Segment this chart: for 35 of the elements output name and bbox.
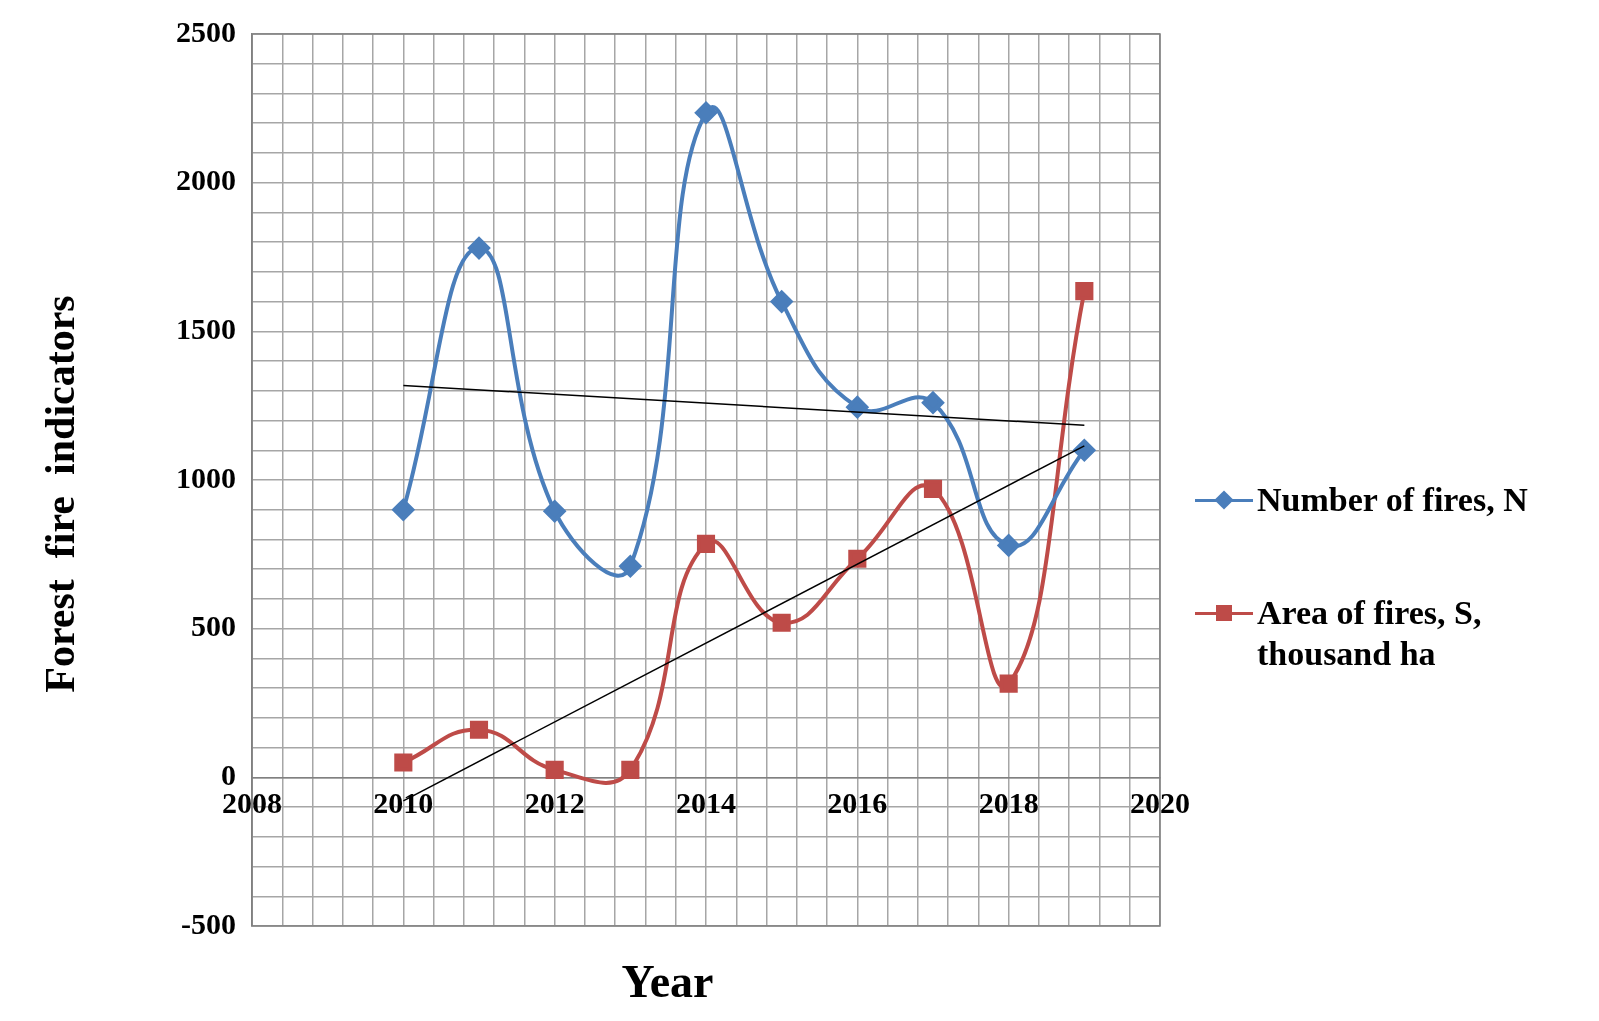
point <box>392 498 415 521</box>
point <box>772 613 791 632</box>
y-axis-title: Forest fire indicators <box>36 294 84 695</box>
y-tick-label: 2000 <box>176 163 236 197</box>
point <box>543 500 566 523</box>
point <box>468 237 490 260</box>
point <box>923 479 943 498</box>
point <box>696 534 716 553</box>
point <box>545 760 564 779</box>
x-tick-label: 2018 <box>978 786 1039 820</box>
x-tick-label: 2020 <box>1130 786 1190 820</box>
y-tick-label: 1500 <box>176 312 236 346</box>
x-tick-label: 2010 <box>373 786 434 820</box>
legend-label: Area of fires, S, thousand ha <box>1257 592 1483 674</box>
point <box>848 549 867 568</box>
point <box>394 753 413 772</box>
point <box>997 534 1020 557</box>
point <box>846 396 869 419</box>
legend-label: Number of fires, N <box>1257 480 1528 520</box>
point <box>621 760 640 779</box>
y-tick-label: -500 <box>181 906 236 940</box>
y-tick-label: 500 <box>191 609 236 643</box>
point <box>619 555 642 578</box>
point <box>1075 282 1094 301</box>
x-tick-label: 2016 <box>827 786 888 820</box>
point <box>770 290 793 313</box>
y-tick-label: 1000 <box>176 460 236 494</box>
point <box>695 101 717 124</box>
point <box>469 720 489 739</box>
x-axis-title: Year <box>620 955 715 1008</box>
point <box>922 391 944 414</box>
point <box>999 674 1018 693</box>
y-tick-label: 2500 <box>176 14 236 48</box>
x-tick-label: 2012 <box>524 786 585 820</box>
x-tick-label: 2014 <box>676 786 736 820</box>
